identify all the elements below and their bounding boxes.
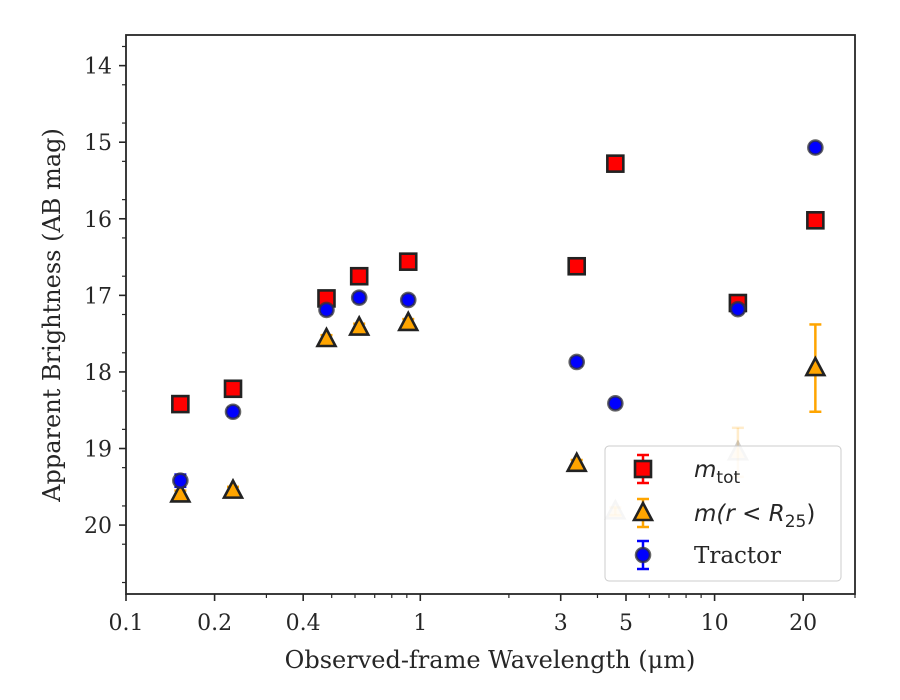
marker-circle: [634, 546, 652, 564]
y-tick-label: 17: [84, 284, 112, 309]
data-point-mr25: [315, 326, 338, 348]
y-tick-label: 18: [84, 361, 112, 386]
legend-box: [604, 445, 842, 582]
x-tick-label: 0.4: [286, 611, 321, 636]
data-point-mtot: [806, 211, 825, 230]
legend-item-mtot: mtot: [633, 453, 740, 488]
legend-label-main: m: [694, 457, 716, 483]
data-point-mtot: [349, 266, 369, 286]
x-tick-label: 1: [413, 611, 427, 636]
legend-label-tail: ): [806, 501, 815, 527]
data-point-mr25: [348, 314, 371, 336]
y-axis-label: Apparent Brightness (AB mag): [38, 128, 66, 503]
legend-label-subscript: tot: [716, 468, 740, 488]
data-point-tractor: [607, 395, 624, 412]
x-tick-label: 5: [619, 611, 633, 636]
data-point-mr25: [221, 477, 245, 499]
data-point-tractor: [399, 291, 417, 309]
legend-label-subscript: 25: [785, 512, 807, 532]
x-tick-label: 20: [789, 611, 817, 636]
data-point-mtot: [567, 256, 587, 276]
x-axis-ticks: 0.1 0.2 0.4 1 3 5 10 20: [109, 594, 856, 636]
marker-triangle: [631, 500, 655, 522]
series-mtot: [171, 154, 825, 414]
data-point-mtot: [606, 154, 625, 173]
data-point-mr25: [565, 451, 588, 473]
legend-label: mtot: [694, 457, 740, 488]
y-tick-label: 15: [84, 131, 112, 156]
legend-item-mr25: m(r < R25): [631, 497, 815, 532]
legend-label-main: m(r < R: [694, 501, 785, 527]
data-point-mr25: [804, 355, 827, 377]
data-point-tractor: [350, 289, 368, 306]
x-axis-label: Observed-frame Wavelength (μm): [285, 646, 696, 674]
legend: mtot m(r < R25) Tractor: [604, 445, 842, 582]
legend-label: Tractor: [694, 543, 781, 569]
y-tick-label: 14: [84, 55, 112, 80]
y-tick-label: 19: [84, 438, 112, 463]
data-point-mr25: [169, 481, 192, 503]
data-point-mtot: [223, 379, 243, 399]
data-point-tractor: [172, 472, 189, 489]
data-point-tractor: [568, 353, 586, 371]
x-tick-label: 0.2: [197, 611, 232, 636]
y-axis-ticks: 14 15 16 17 18 19 20: [84, 45, 126, 584]
y-tick-label: 16: [84, 208, 112, 233]
x-tick-label: 0.1: [109, 611, 144, 636]
data-point-mtot: [171, 394, 190, 414]
legend-label-main: Tractor: [694, 543, 781, 569]
legend-item-tractor: Tractor: [634, 539, 781, 571]
x-tick-label: 10: [701, 611, 729, 636]
x-tick-label: 3: [554, 611, 568, 636]
data-point-tractor: [807, 139, 824, 156]
marker-square: [633, 459, 653, 479]
data-point-tractor: [224, 403, 242, 421]
data-point-mtot: [398, 252, 418, 271]
data-point-mr25: [397, 310, 420, 332]
data-point-tractor: [318, 301, 335, 319]
series-tractor: [172, 139, 824, 489]
y-tick-label: 20: [84, 514, 112, 539]
data-point-tractor: [729, 300, 747, 318]
legend-label: m(r < R25): [694, 501, 815, 532]
